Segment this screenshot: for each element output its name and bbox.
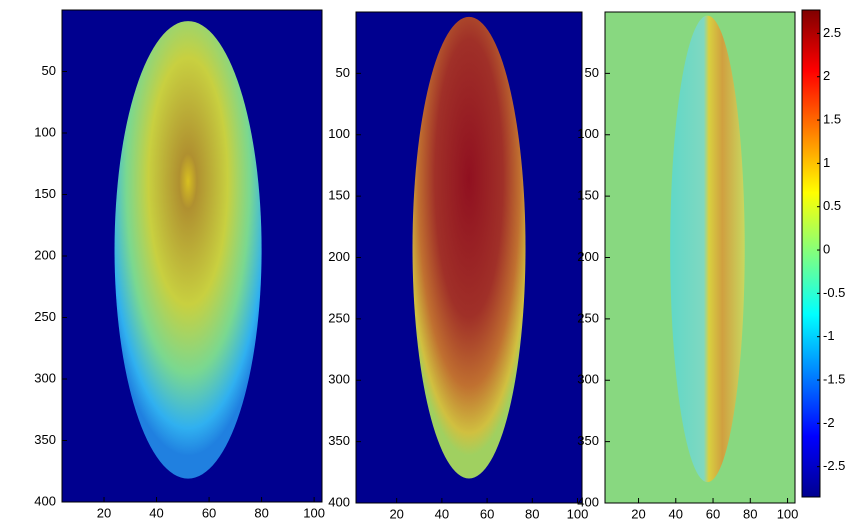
x-tick-label: 20 (631, 506, 645, 521)
image-shape (114, 21, 262, 479)
y-tick-label: 200 (577, 249, 599, 264)
y-tick-label: 250 (577, 310, 599, 325)
y-tick-label: 150 (34, 186, 56, 201)
y-tick-label: 200 (34, 247, 56, 262)
colorbar-tick-label: -0.5 (823, 285, 845, 300)
image-shape (412, 16, 526, 479)
x-tick-label: 100 (567, 506, 589, 521)
y-tick-label: 300 (328, 372, 350, 387)
y-tick-label: 400 (577, 494, 599, 509)
y-tick-label: 100 (328, 126, 350, 141)
colorbar-tick-label: -2 (823, 415, 835, 430)
colorbar-tick-label: 0 (823, 241, 830, 256)
y-tick-label: 300 (577, 372, 599, 387)
y-tick-label: 350 (328, 433, 350, 448)
y-tick-label: 100 (577, 126, 599, 141)
x-tick-label: 100 (303, 505, 325, 520)
colorbar-tick-label: -1 (823, 328, 835, 343)
y-tick-label: 350 (577, 433, 599, 448)
y-tick-label: 50 (42, 63, 56, 78)
y-tick-label: 400 (34, 493, 56, 508)
y-tick-label: 150 (577, 188, 599, 203)
x-tick-label: 80 (743, 506, 757, 521)
x-tick-label: 40 (435, 506, 449, 521)
y-tick-label: 400 (328, 494, 350, 509)
colorbar-tick-label: -1.5 (823, 371, 845, 386)
colorbar-tick-label: 1.5 (823, 111, 841, 126)
x-tick-label: 80 (254, 505, 268, 520)
colorbar-tick-label: -2.5 (823, 458, 845, 473)
x-tick-label: 60 (202, 505, 216, 520)
colorbar-tick-label: 0.5 (823, 198, 841, 213)
y-tick-label: 100 (34, 124, 56, 139)
x-tick-label: 100 (777, 506, 799, 521)
x-tick-label: 20 (97, 505, 111, 520)
colorbar-tick-label: 2.5 (823, 25, 841, 40)
y-tick-label: 250 (34, 309, 56, 324)
y-tick-label: 350 (34, 432, 56, 447)
x-tick-label: 40 (149, 505, 163, 520)
y-tick-label: 300 (34, 370, 56, 385)
colorbar-tick-label: 1 (823, 155, 830, 170)
x-tick-label: 40 (669, 506, 683, 521)
y-tick-label: 200 (328, 249, 350, 264)
x-tick-label: 60 (480, 506, 494, 521)
x-tick-label: 80 (525, 506, 539, 521)
colorbar-tick-label: 2 (823, 68, 830, 83)
y-tick-label: 150 (328, 188, 350, 203)
x-tick-label: 20 (389, 506, 403, 521)
y-tick-label: 50 (585, 65, 599, 80)
x-tick-label: 60 (706, 506, 720, 521)
y-tick-label: 50 (336, 65, 350, 80)
image-shape (670, 15, 745, 483)
colorbar (801, 9, 821, 498)
y-tick-label: 250 (328, 310, 350, 325)
